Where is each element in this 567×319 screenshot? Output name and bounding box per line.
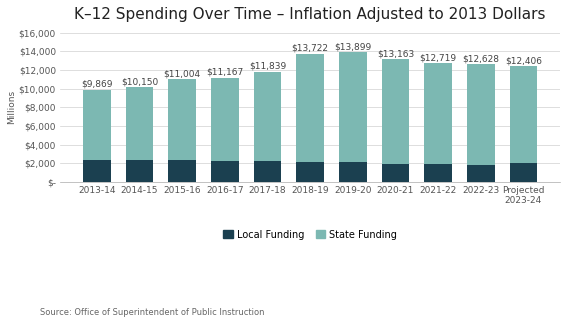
Bar [339, 162, 367, 182]
Text: $12,628: $12,628 [462, 54, 500, 63]
Text: $11,004: $11,004 [163, 69, 201, 78]
Bar [168, 79, 196, 160]
Bar [296, 54, 324, 162]
Bar [382, 164, 409, 182]
Text: $13,899: $13,899 [334, 42, 371, 51]
Bar [467, 64, 494, 165]
Text: $12,719: $12,719 [420, 53, 456, 62]
Bar [211, 161, 239, 182]
Bar [253, 161, 281, 182]
Bar [83, 90, 111, 160]
Bar [467, 165, 494, 182]
Bar [125, 160, 153, 182]
Y-axis label: Millions: Millions [7, 90, 16, 124]
Bar [339, 52, 367, 162]
Bar [382, 59, 409, 164]
Bar [424, 63, 452, 164]
Bar [510, 163, 538, 182]
Text: $13,722: $13,722 [291, 44, 329, 53]
Text: $11,839: $11,839 [249, 62, 286, 70]
Title: K–12 Spending Over Time – Inflation Adjusted to 2013 Dollars: K–12 Spending Over Time – Inflation Adju… [74, 7, 546, 22]
Text: $10,150: $10,150 [121, 77, 158, 86]
Text: $12,406: $12,406 [505, 56, 542, 65]
Text: $9,869: $9,869 [81, 80, 112, 89]
Bar [211, 78, 239, 161]
Bar [253, 71, 281, 161]
Bar [296, 162, 324, 182]
Text: $11,167: $11,167 [206, 68, 243, 77]
Legend: Local Funding, State Funding: Local Funding, State Funding [223, 230, 397, 240]
Bar [424, 164, 452, 182]
Bar [125, 87, 153, 160]
Text: Source: Office of Superintendent of Public Instruction: Source: Office of Superintendent of Publ… [40, 308, 264, 317]
Bar [510, 66, 538, 163]
Bar [168, 160, 196, 182]
Text: $13,163: $13,163 [377, 49, 414, 58]
Bar [83, 160, 111, 182]
